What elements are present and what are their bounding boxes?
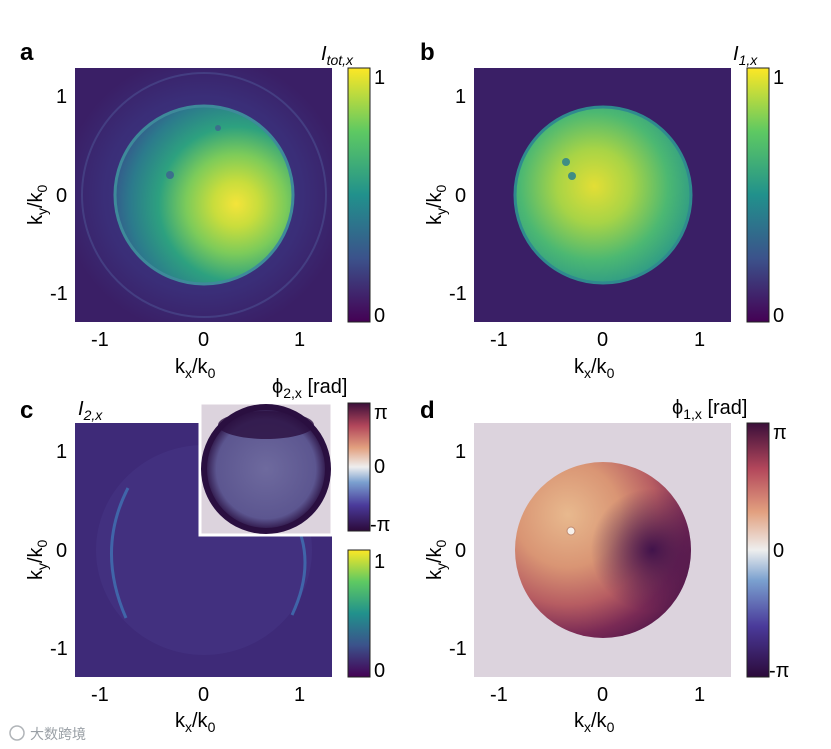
panel-d-xtick: -1	[490, 684, 508, 706]
panel-d-spot	[566, 526, 576, 536]
panel-b-colorbar	[746, 67, 770, 323]
panel-c-ytick: 1	[56, 441, 67, 463]
panel-b-letter: b	[420, 39, 435, 66]
panel-a-cbar-max: 1	[374, 67, 385, 89]
panel-a-cbar-min: 0	[374, 305, 385, 327]
panel-a-xtick: 1	[294, 329, 305, 351]
panel-b-title: I1,x	[733, 43, 758, 68]
panel-a-ylabel: ky/k0	[25, 184, 50, 225]
panel-d-dark-lobe	[515, 462, 691, 638]
panel-d-title: ϕ1,x [rad]	[672, 397, 747, 422]
panel-b-ytick: 1	[455, 86, 466, 108]
panel-c-xtick: 0	[198, 684, 209, 706]
panel-b-xtick: 0	[597, 329, 608, 351]
panel-d-cbar-min: -π	[769, 660, 789, 682]
panel-d-letter: d	[420, 397, 435, 424]
panel-b-xtick: -1	[490, 329, 508, 351]
watermark-text: 大数跨境	[30, 726, 86, 742]
panel-b-cbar-min: 0	[773, 305, 784, 327]
panel-b-xlabel: kx/k0	[574, 356, 615, 381]
panel-b-disc-rim	[513, 105, 693, 285]
panel-a-y-ticks: 1 0 -1	[50, 86, 68, 305]
panel-b-spot	[568, 172, 576, 180]
panel-b-spot	[562, 158, 570, 166]
panel-d-ylabel: ky/k0	[424, 539, 449, 580]
panel-c-inset-top-band	[218, 411, 314, 439]
panel-c-inset-disc	[204, 407, 328, 531]
panel-a-ytick: -1	[50, 283, 68, 305]
panel-c-cbar-max: 1	[374, 551, 385, 573]
panel-c: c I2,x π 0 -π ϕ2,x [rad] 1 0 -1 0 1 1 0 …	[20, 376, 390, 735]
panel-a-spot	[215, 125, 221, 131]
panel-d-ytick: -1	[449, 638, 467, 660]
panel-d-y-ticks: 1 0 -1	[449, 441, 467, 660]
panel-a-title: Itot,x	[321, 43, 354, 68]
panel-b: b 1 0 I1,x -1 0 1 1 0 -1 kx/k0 ky/k0	[420, 39, 784, 381]
panel-b-cbar-max: 1	[773, 67, 784, 89]
panel-d-cbar-mid: 0	[773, 540, 784, 562]
panel-a-disc	[115, 106, 293, 284]
panel-c-left-arc	[110, 487, 130, 619]
panel-d-x-ticks: -1 0 1	[490, 684, 705, 706]
watermark-logo-icon	[9, 725, 25, 741]
panel-a-x-ticks: -1 0 1	[91, 329, 305, 351]
panel-a-disc-rim	[113, 104, 295, 286]
panel-c-inset-colorbar	[347, 402, 371, 532]
panel-a-xlabel: kx/k0	[175, 356, 216, 381]
panel-d-cbar-max: π	[773, 422, 787, 444]
panel-a-spot	[166, 171, 174, 179]
panel-c-x-ticks: -1 0 1	[91, 684, 305, 706]
panel-c-y-ticks: 1 0 -1	[50, 441, 68, 660]
watermark: 大数跨境	[9, 725, 86, 742]
panel-b-ylabel: ky/k0	[424, 184, 449, 225]
panel-d-xtick: 0	[597, 684, 608, 706]
panel-a-ytick: 0	[56, 185, 67, 207]
panel-c-inset-cbar-mid: 0	[374, 456, 385, 478]
panel-a-xtick: 0	[198, 329, 209, 351]
panel-c-inset-rim	[201, 404, 331, 534]
panel-b-xtick: 1	[694, 329, 705, 351]
panel-c-cbar-min: 0	[374, 660, 385, 682]
panel-c-colorbar	[347, 549, 371, 678]
panel-b-ytick: -1	[449, 283, 467, 305]
panel-c-letter: c	[20, 397, 33, 424]
panel-c-xtick: 1	[294, 684, 305, 706]
panel-d: d π 0 -π ϕ1,x [rad] -1 0 1 1 0 -1 kx/k0 …	[420, 397, 789, 735]
panel-c-inset-title: ϕ2,x [rad]	[272, 376, 347, 401]
panel-a-ytick: 1	[56, 86, 67, 108]
panel-c-title: I2,x	[78, 398, 103, 423]
panel-d-colorbar	[746, 422, 770, 678]
panel-d-xlabel: kx/k0	[574, 710, 615, 735]
panel-c-ylabel: ky/k0	[25, 539, 50, 580]
panel-b-ytick: 0	[455, 185, 466, 207]
panel-c-ytick: -1	[50, 638, 68, 660]
panel-d-ytick: 0	[455, 540, 466, 562]
panel-d-ytick: 1	[455, 441, 466, 463]
panel-b-disc	[515, 107, 691, 283]
panel-a-xtick: -1	[91, 329, 109, 351]
panel-c-xtick: -1	[91, 684, 109, 706]
panel-a-colorbar	[347, 67, 371, 323]
panel-b-y-ticks: 1 0 -1	[449, 86, 467, 305]
panel-b-x-ticks: -1 0 1	[490, 329, 705, 351]
panel-c-ytick: 0	[56, 540, 67, 562]
panel-a-outer-ring	[81, 72, 327, 318]
panel-a: a 1 0 Itot,x -1 0 1 1 0 -1 kx/k0 ky/k0	[20, 39, 385, 381]
panel-a-letter: a	[20, 39, 34, 66]
panel-c-xlabel: kx/k0	[175, 710, 216, 735]
panel-c-inset-cbar-max: π	[374, 402, 388, 424]
panel-c-inset	[198, 401, 334, 537]
panel-d-xtick: 1	[694, 684, 705, 706]
panel-c-inset-cbar-min: -π	[370, 514, 390, 536]
